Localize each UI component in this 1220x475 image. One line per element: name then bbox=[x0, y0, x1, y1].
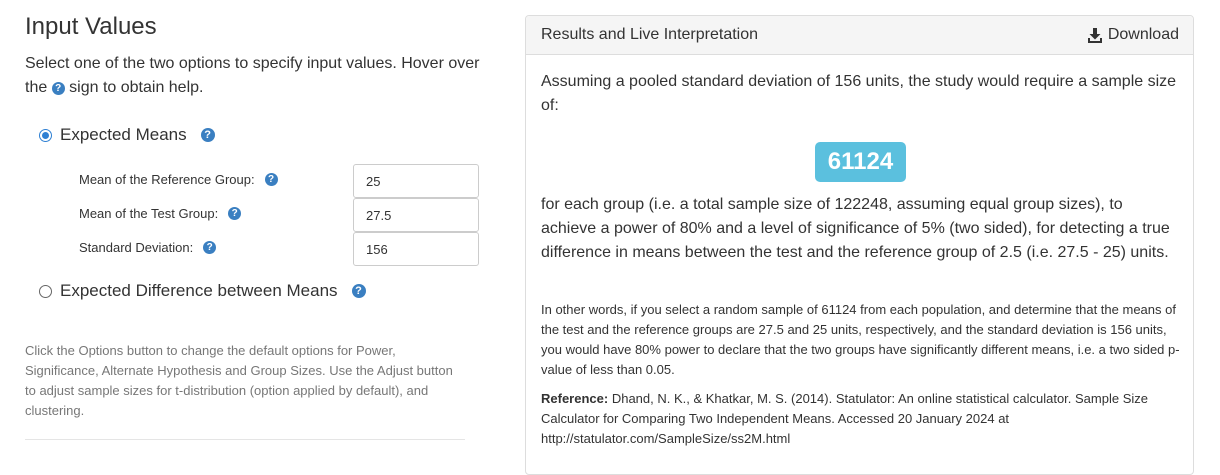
section-divider bbox=[25, 439, 465, 440]
download-button[interactable]: Download bbox=[1087, 26, 1179, 44]
results-panel-title: Results and Live Interpretation bbox=[541, 26, 759, 43]
expected-difference-label: Expected Difference between Means bbox=[60, 281, 338, 300]
expected-means-radio[interactable] bbox=[39, 128, 52, 142]
option-expected-means[interactable]: Expected Means ? bbox=[39, 125, 215, 145]
input-values-heading: Input Values bbox=[25, 13, 157, 40]
question-circle-icon[interactable]: ? bbox=[200, 128, 215, 142]
option-expected-difference[interactable]: Expected Difference between Means ? bbox=[39, 281, 366, 301]
reference-label: Reference: bbox=[541, 391, 609, 406]
reference-mean-label-text: Mean of the Reference Group: bbox=[79, 172, 255, 187]
result-intro-text: Assuming a pooled standard deviation of … bbox=[541, 73, 1177, 114]
standard-deviation-label-text: Standard Deviation: bbox=[79, 240, 194, 255]
reference-citation: Dhand, N. K., & Khatkar, M. S. (2014). S… bbox=[541, 391, 1148, 446]
input-intro-text: Select one of the two options to specify… bbox=[25, 52, 480, 100]
interpretation-text: In other words, if you select a random s… bbox=[541, 302, 1180, 377]
standard-deviation-input[interactable] bbox=[353, 232, 479, 266]
download-icon bbox=[1087, 27, 1102, 43]
question-circle-icon[interactable]: ? bbox=[351, 284, 366, 298]
download-label: Download bbox=[1107, 26, 1179, 43]
expected-difference-radio[interactable] bbox=[39, 284, 52, 298]
reference-mean-label: Mean of the Reference Group: ? bbox=[79, 172, 278, 187]
question-circle-icon[interactable]: ? bbox=[264, 173, 278, 186]
reference-mean-input[interactable] bbox=[353, 164, 479, 198]
result-detail-text: for each group (i.e. a total sample size… bbox=[541, 196, 1170, 261]
test-mean-input[interactable] bbox=[353, 198, 479, 232]
test-mean-label: Mean of the Test Group: ? bbox=[79, 206, 242, 221]
results-panel: Results and Live Interpretation Download… bbox=[525, 15, 1194, 475]
intro-text-after: sign to obtain help. bbox=[69, 79, 204, 96]
standard-deviation-label: Standard Deviation: ? bbox=[79, 240, 217, 255]
reference-text: Reference: Dhand, N. K., & Khatkar, M. S… bbox=[541, 389, 1186, 449]
options-help-text: Click the Options button to change the d… bbox=[25, 343, 453, 418]
expected-means-label: Expected Means bbox=[60, 125, 187, 144]
input-values-section: Input Values Select one of the two optio… bbox=[25, 0, 480, 456]
results-panel-header: Results and Live Interpretation Download bbox=[526, 16, 1193, 55]
test-mean-label-text: Mean of the Test Group: bbox=[79, 206, 219, 221]
question-circle-icon[interactable]: ? bbox=[203, 241, 217, 254]
sample-size-badge: 61124 bbox=[815, 142, 906, 182]
intro-text-before: Select one of the two options to specify… bbox=[25, 55, 480, 96]
question-circle-icon[interactable]: ? bbox=[228, 207, 242, 220]
question-circle-icon: ? bbox=[51, 82, 65, 95]
